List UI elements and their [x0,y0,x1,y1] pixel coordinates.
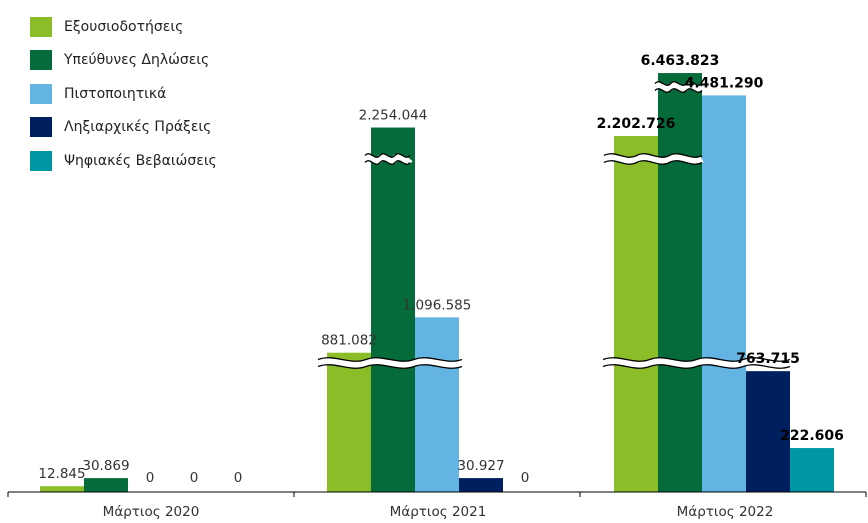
x-tick-label: Μάρτιος 2020 [103,504,200,520]
data-label: 0 [146,470,155,486]
data-label: 12.845 [38,466,85,482]
data-label: 222.606 [780,428,844,444]
axis-break-edge-bottom [602,364,791,369]
x-tick-label: Μάρτιος 2021 [390,504,487,520]
bar [790,448,834,492]
axis-break-edge-top [602,357,791,362]
data-label: 763.715 [736,351,800,367]
legend: Εξουσιοδοτήσεις Υπεύθυνες Δηλώσεις Πιστοπο… [30,10,217,178]
legend-swatch [30,150,52,171]
data-label: 30.869 [82,458,129,474]
data-label: 1.096.585 [403,297,472,313]
legend-item: Ψηφιακές Βεβαιώσεις [30,144,217,178]
bar [614,135,658,492]
axis-break-edge-top [603,153,703,158]
legend-swatch [30,50,52,71]
axis-break [316,357,464,369]
legend-item: Εξουσιοδοτήσεις [30,10,217,44]
axis-break [601,357,792,369]
data-label: 0 [234,470,243,486]
axis-break-edge-bottom [317,364,463,369]
bar [84,478,128,492]
bar [459,478,503,492]
axis-break-edge-bottom [603,160,703,165]
data-label: 0 [521,470,530,486]
legend-label: Υπεύθυνες Δηλώσεις [64,52,210,69]
axis-break-edge-top [654,81,703,86]
data-label: 30.927 [457,458,504,474]
data-label: 2.202.726 [597,116,676,132]
axis-break [362,153,413,165]
legend-label: Πιστοποιητικά [64,85,167,102]
legend-swatch [30,16,52,37]
bar [746,371,790,492]
data-label: 0 [190,470,199,486]
axis-break-edge-top [317,357,463,362]
axis-break [652,81,705,93]
bar [658,73,702,492]
bar [327,352,371,492]
axis-break-edge-bottom [654,88,703,93]
data-label: 4.481.290 [685,75,764,91]
x-tick-label: Μάρτιος 2022 [677,504,774,520]
bar [415,317,459,492]
legend-swatch [30,117,52,138]
bar [371,127,415,493]
legend-item: Ληξιαρχικές Πράξεις [30,111,217,145]
legend-label: Ληξιαρχικές Πράξεις [64,119,212,136]
legend-item: Υπεύθυνες Δηλώσεις [30,44,217,78]
legend-label: Εξουσιοδοτήσεις [64,18,184,35]
axis-break-edge-top [364,153,411,158]
axis-break [602,153,704,165]
data-label: 6.463.823 [641,53,720,69]
legend-swatch [30,83,52,104]
bar [702,95,746,493]
legend-label: Ψηφιακές Βεβαιώσεις [64,152,217,169]
axis-break-edge-bottom [364,160,411,165]
data-label: 881.082 [321,333,377,349]
bar [40,486,84,492]
data-label: 2.254.044 [359,108,428,124]
legend-item: Πιστοποιητικά [30,77,217,111]
